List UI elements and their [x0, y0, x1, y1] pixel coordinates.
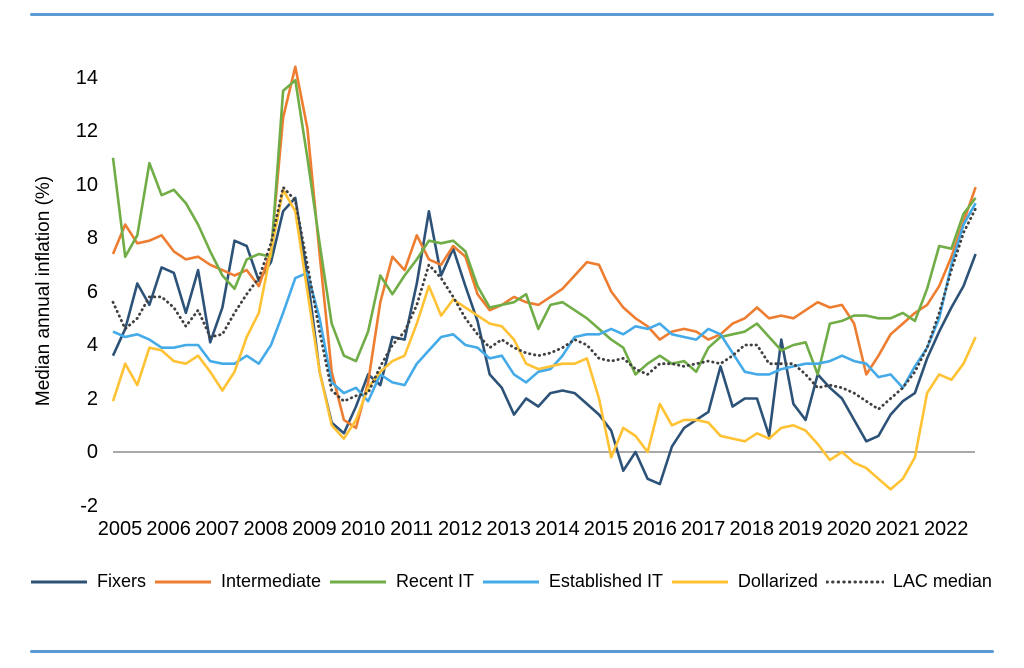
legend-swatch-line [825, 580, 884, 583]
x-tick-label: 2014 [535, 518, 580, 540]
x-tick-label: 2016 [632, 518, 677, 540]
y-tick-label: 0 [86, 441, 98, 463]
y-tick-label: 12 [75, 120, 98, 142]
y-tick-label: -2 [80, 494, 98, 517]
legend-item-dollarized: Dollarized [671, 571, 818, 592]
x-tick-label: 2021 [875, 518, 920, 540]
y-tick-label: 6 [86, 280, 98, 303]
x-tick-label: 2008 [243, 518, 289, 540]
top-border-rule [30, 13, 994, 16]
legend-swatch-line [329, 580, 386, 583]
legend-swatch-line [154, 580, 211, 583]
legend-item-established-it: Established IT [482, 571, 663, 592]
legend-label: Intermediate [220, 571, 321, 591]
legend-label: Recent IT [395, 571, 474, 591]
legend-label: Established IT [548, 571, 663, 591]
x-tick-label: 2006 [146, 518, 191, 540]
bottom-border-rule [30, 650, 994, 653]
series-line-fixers [111, 196, 977, 486]
legend-swatch-line [671, 580, 728, 583]
x-tick-label: 2011 [390, 518, 434, 540]
x-tick-label: 2005 [97, 518, 143, 540]
y-tick-label: 4 [86, 334, 98, 356]
y-tick-label: 2 [86, 387, 98, 410]
y-tick-label: 14 [75, 66, 98, 89]
legend-item-lac-median: LAC median [825, 571, 992, 592]
legend-swatch-line [31, 580, 87, 583]
x-tick-label: 2018 [729, 518, 775, 540]
x-tick-label: 2013 [486, 518, 532, 540]
x-tick-label: 2007 [194, 518, 240, 540]
series-line-lac-median [111, 185, 977, 411]
legend-label: Dollarized [737, 571, 818, 591]
x-tick-label: 2020 [826, 518, 872, 540]
x-tick-label: 2019 [778, 518, 823, 540]
legend-item-fixers: Fixers [30, 571, 146, 592]
x-tick-label: 2009 [292, 518, 337, 540]
legend: Fixers Intermediate Recent IT Established I… [30, 571, 992, 592]
y-tick-label: 8 [86, 227, 98, 249]
legend-label: Fixers [97, 571, 146, 591]
x-tick-label: 2022 [923, 518, 969, 540]
legend-swatch-line [482, 580, 539, 583]
x-tick-label: 2012 [437, 518, 483, 540]
series-line-recent-it [111, 78, 977, 376]
x-tick-label: 2017 [680, 518, 726, 540]
legend-label: LAC median [892, 571, 992, 591]
y-tick-label: 10 [75, 173, 98, 196]
series-line-established-it [112, 202, 977, 403]
x-tick-label: 2010 [340, 518, 386, 540]
series-line-intermediate [111, 65, 977, 430]
x-tick-label: 2015 [583, 518, 629, 540]
legend-item-intermediate: Intermediate [154, 571, 321, 592]
legend-item-recent-it: Recent IT [329, 571, 474, 592]
series-line-dollarized [111, 188, 977, 491]
